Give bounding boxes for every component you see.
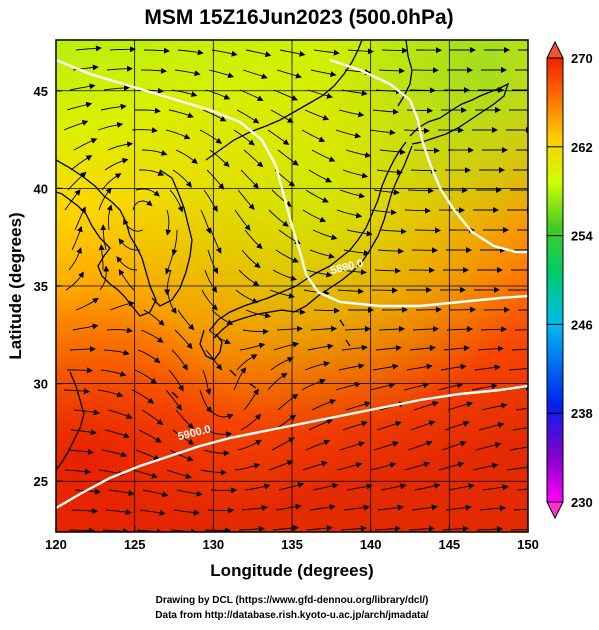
streamline-arrow — [382, 50, 407, 51]
footer-credit-data: Data from http://database.rish.kyoto-u.a… — [155, 610, 429, 621]
streamline-arrow — [208, 510, 233, 511]
y-tick-label: 30 — [34, 377, 48, 392]
streamline-arrow — [511, 529, 536, 530]
x-tick-label: 145 — [438, 537, 460, 552]
x-tick-label: 125 — [124, 537, 146, 552]
x-tick-label: 135 — [281, 537, 303, 552]
streamline-arrow — [416, 310, 441, 311]
y-tick-label: 25 — [34, 474, 48, 489]
y-tick-label: 45 — [34, 84, 48, 99]
streamline-arrow — [410, 90, 435, 91]
streamline-arrow — [211, 490, 236, 491]
y-tick-label: 40 — [34, 181, 48, 196]
colorbar-tick-label: 270 — [571, 51, 593, 66]
x-tick-label: 150 — [517, 537, 539, 552]
colorbar-lower-arrow — [547, 502, 563, 518]
colorbar-tick-label: 230 — [571, 495, 593, 510]
x-tick-label: 120 — [45, 537, 67, 552]
footer-credit-dcl: Drawing by DCL (https://www.gfd-dennou.o… — [156, 595, 429, 606]
colorbar-upper-arrow — [547, 42, 563, 58]
colorbar-tick-label: 262 — [571, 140, 593, 155]
colorbar-tick-label: 246 — [571, 317, 593, 332]
colorbar-gradient — [547, 58, 563, 502]
x-tick-label: 140 — [360, 537, 382, 552]
colorbar-tick-label: 238 — [571, 406, 593, 421]
y-tick-label: 35 — [34, 279, 48, 294]
colorbar: 270 262 254 246 238 230 — [547, 42, 593, 518]
streamline-arrow — [415, 230, 440, 231]
plot-area: 5880.0 5900.0 — [56, 40, 543, 532]
x-axis-label: Longitude (degrees) — [210, 561, 373, 580]
colorbar-tick-label: 254 — [571, 229, 593, 244]
y-axis-label: Latitude (degrees) — [6, 212, 25, 359]
streamline-arrow — [450, 310, 475, 311]
map-title: MSM 15Z16Jun2023 (500.0hPa) — [144, 6, 453, 29]
x-tick-label: 130 — [202, 537, 224, 552]
